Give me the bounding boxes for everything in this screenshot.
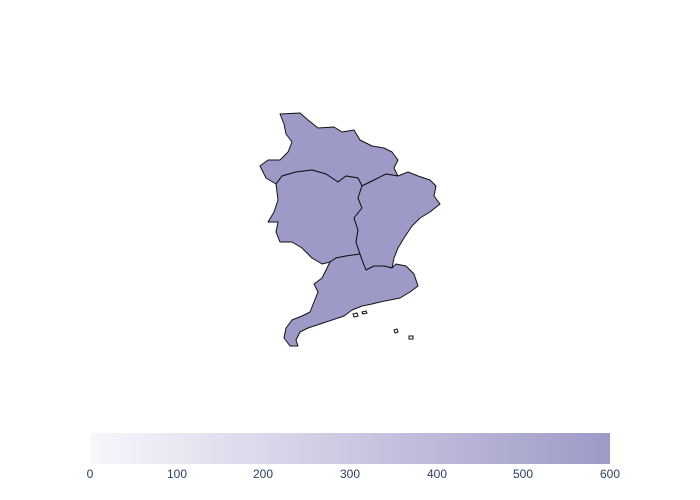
colorbar-tick: 100 (166, 467, 188, 481)
island-4 (408, 335, 414, 340)
island-1 (352, 312, 359, 318)
colorbar-tick: 600 (599, 467, 621, 481)
colorbar-tick: 400 (426, 467, 448, 481)
colorbar-tick: 500 (512, 467, 534, 481)
island-3 (393, 328, 399, 334)
region-south[interactable] (283, 253, 419, 347)
colorbar (90, 433, 610, 464)
region-north[interactable] (259, 112, 399, 187)
colorbar-tick: 0 (86, 467, 94, 481)
regions-group (259, 112, 441, 347)
colorbar-tick: 300 (339, 467, 361, 481)
islands-group (352, 310, 414, 340)
region-east[interactable] (353, 171, 441, 271)
island-2 (361, 310, 368, 315)
colorbar-tick: 200 (252, 467, 274, 481)
region-west[interactable] (267, 169, 363, 265)
